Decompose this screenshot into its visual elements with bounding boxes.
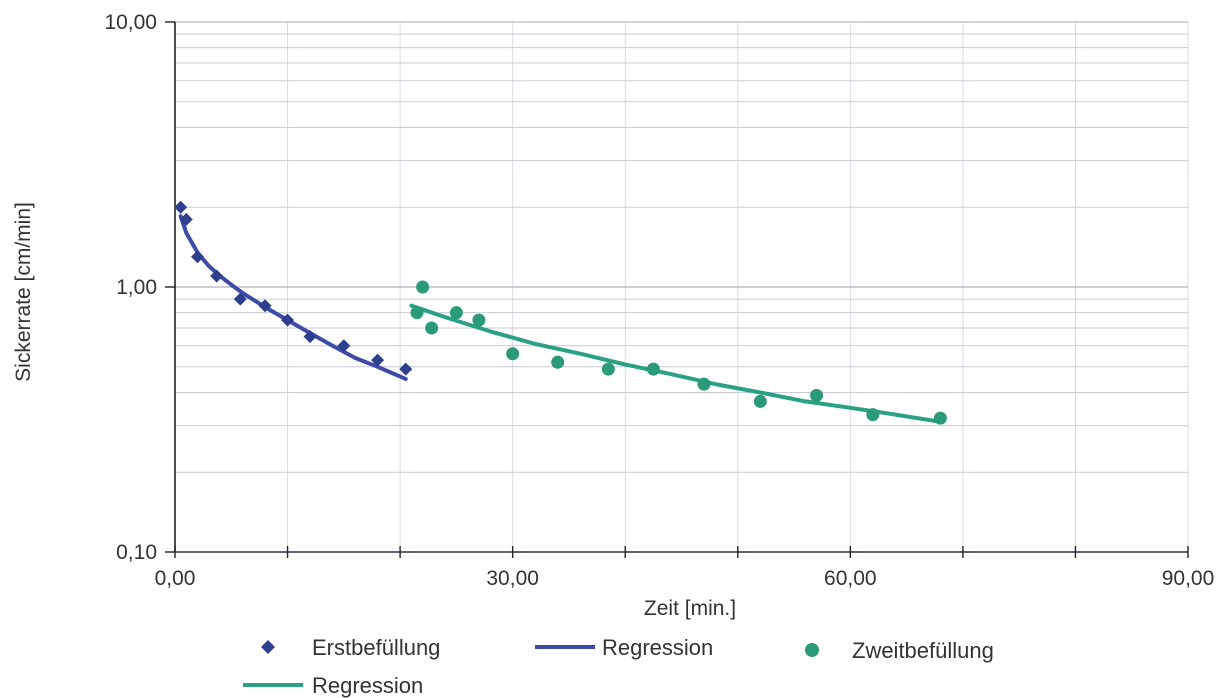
data-point-zweitbefuellung — [601, 362, 615, 376]
data-point-zweitbefuellung — [866, 408, 880, 422]
data-point-zweitbefuellung — [697, 377, 711, 391]
x-tick-label: 60,00 — [824, 567, 877, 590]
x-tick-label: 0,00 — [155, 567, 196, 590]
data-point-erstbefuellung — [210, 269, 224, 283]
y-tick-label: 10,00 — [104, 11, 157, 34]
data-point-erstbefuellung — [303, 330, 317, 344]
data-point-zweitbefuellung — [551, 355, 565, 369]
legend-label: Zweitbefüllung — [852, 638, 994, 663]
legend-item: Regression — [535, 635, 713, 660]
legend-label: Erstbefüllung — [312, 635, 440, 660]
legend-diamond-marker — [261, 640, 275, 654]
data-point-zweitbefuellung — [416, 280, 430, 294]
ticks: 0,00 30,00 60,00 90,00 0,10 1,00 10,00 — [104, 11, 1214, 590]
y-axis-label: Sickerrate [cm/min] — [12, 202, 35, 382]
legend-item: Regression — [243, 673, 423, 698]
data-point-erstbefuellung — [191, 250, 205, 264]
data-point-zweitbefuellung — [506, 347, 520, 361]
series-layer — [174, 200, 947, 425]
x-axis-label: Zeit [min.] — [644, 597, 736, 620]
legend-label: Regression — [602, 635, 713, 660]
data-point-zweitbefuellung — [410, 306, 424, 320]
data-point-zweitbefuellung — [810, 388, 824, 402]
regression-line-1 — [178, 214, 408, 381]
legend-item: Erstbefüllung — [261, 635, 440, 660]
regression-line-3 — [409, 303, 943, 424]
legend-circle-marker — [805, 643, 819, 657]
legend-label: Regression — [312, 673, 423, 698]
x-tick-label: 90,00 — [1162, 567, 1215, 590]
data-point-erstbefuellung — [233, 292, 247, 306]
data-point-erstbefuellung — [258, 299, 272, 313]
data-point-erstbefuellung — [281, 313, 295, 327]
data-point-erstbefuellung — [371, 353, 385, 367]
x-tick-label: 30,00 — [486, 567, 539, 590]
data-point-zweitbefuellung — [933, 411, 947, 425]
legend: Erstbefüllung Regression Zweitbefüllung Reg… — [243, 635, 994, 698]
data-point-zweitbefuellung — [449, 306, 463, 320]
y-tick-label: 1,00 — [116, 276, 157, 299]
y-tick-label: 0,10 — [116, 541, 157, 564]
data-point-erstbefuellung — [179, 212, 193, 226]
grid — [175, 21, 1189, 552]
data-point-zweitbefuellung — [646, 362, 660, 376]
data-point-zweitbefuellung — [472, 313, 486, 327]
data-point-erstbefuellung — [399, 362, 413, 376]
data-point-zweitbefuellung — [753, 394, 767, 408]
legend-item: Zweitbefüllung — [805, 638, 994, 663]
data-point-erstbefuellung — [174, 200, 188, 214]
data-point-zweitbefuellung — [425, 321, 439, 335]
data-point-erstbefuellung — [337, 339, 351, 353]
